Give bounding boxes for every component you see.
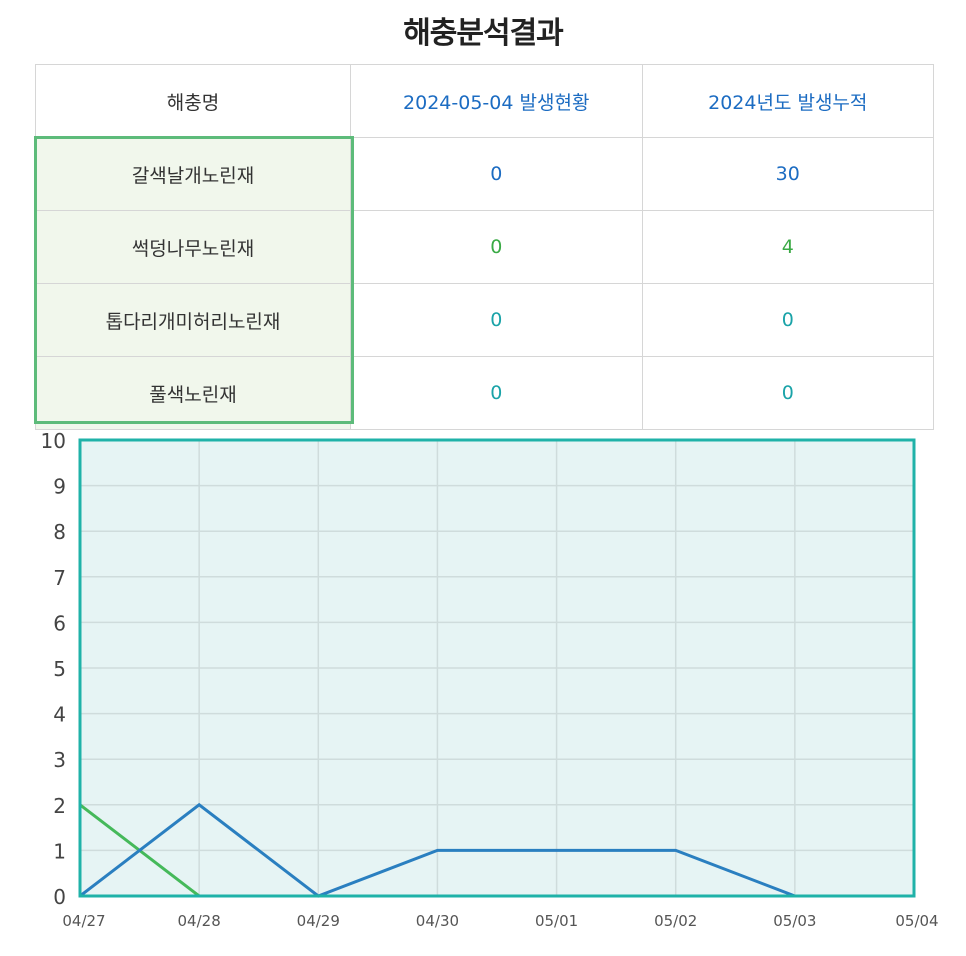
- today-count: 0: [350, 137, 643, 211]
- y-tick-label: 6: [53, 611, 66, 635]
- today-count: 0: [350, 210, 643, 284]
- x-tick-label: 04/29: [297, 912, 340, 930]
- table-row: 톱다리개미허리노린재 0 0: [35, 283, 934, 357]
- table-header-row: 해충명 2024-05-04 발생현황 2024년도 발생누적: [35, 64, 934, 138]
- name: 톱다리개미허리노린재: [35, 283, 351, 357]
- today-count: 0: [350, 356, 643, 430]
- y-tick-label: 3: [53, 748, 66, 772]
- x-tick-label: 04/30: [416, 912, 459, 930]
- y-tick-label: 7: [53, 566, 66, 590]
- y-tick-label: 8: [53, 520, 66, 544]
- y-tick-label: 2: [53, 794, 66, 818]
- x-tick-label: 04/27: [62, 912, 105, 930]
- pest-line-chart: 0 1 2 3 4 5 6 7 8 9 10 04/27 04/28 04/29 04/30 05/01 05/…: [41, 429, 939, 930]
- x-tick-label: 05/02: [654, 912, 697, 930]
- pest-table: 해충명 2024-05-04 발생현황 2024년도 발생누적 갈색날개노린재 0…: [35, 64, 934, 430]
- x-tick-label: 04/28: [178, 912, 221, 930]
- name: 썩덩나무노린재: [35, 210, 351, 284]
- name: 풀색노린재: [35, 356, 351, 430]
- x-tick-label: 05/03: [773, 912, 816, 930]
- series-line-0: [79, 802, 914, 898]
- cumulative-count: 0: [641, 283, 934, 357]
- y-tick-label: 10: [41, 429, 66, 453]
- header-cumulative: 2024년도 발생누적: [641, 64, 934, 138]
- today-count: 0: [350, 283, 643, 357]
- cumulative-count: 30: [641, 137, 934, 211]
- y-tick-label: 4: [53, 703, 66, 727]
- x-tick-label: 05/01: [535, 912, 578, 930]
- header-today: 2024-05-04 발생현황: [350, 64, 643, 138]
- page-title: 해충분석결과: [403, 16, 564, 51]
- cumulative-count: 4: [641, 210, 934, 284]
- name: 갈색날개노린재: [35, 137, 351, 211]
- y-tick-label: 0: [53, 885, 66, 909]
- table-row: 갈색날개노린재 0 30: [35, 137, 934, 211]
- table-row: 썩덩나무노린재 0 4: [35, 210, 934, 284]
- plot-border: [78, 438, 916, 898]
- cumulative-count: 0: [641, 356, 934, 430]
- table-row: 풀색노린재 0 0: [35, 356, 934, 430]
- x-tick-label: 05/04: [895, 912, 938, 930]
- header-pest-name: 해충명: [35, 64, 351, 138]
- y-tick-label: 9: [53, 475, 66, 499]
- y-tick-label: 1: [53, 839, 66, 863]
- y-tick-label: 5: [53, 657, 66, 681]
